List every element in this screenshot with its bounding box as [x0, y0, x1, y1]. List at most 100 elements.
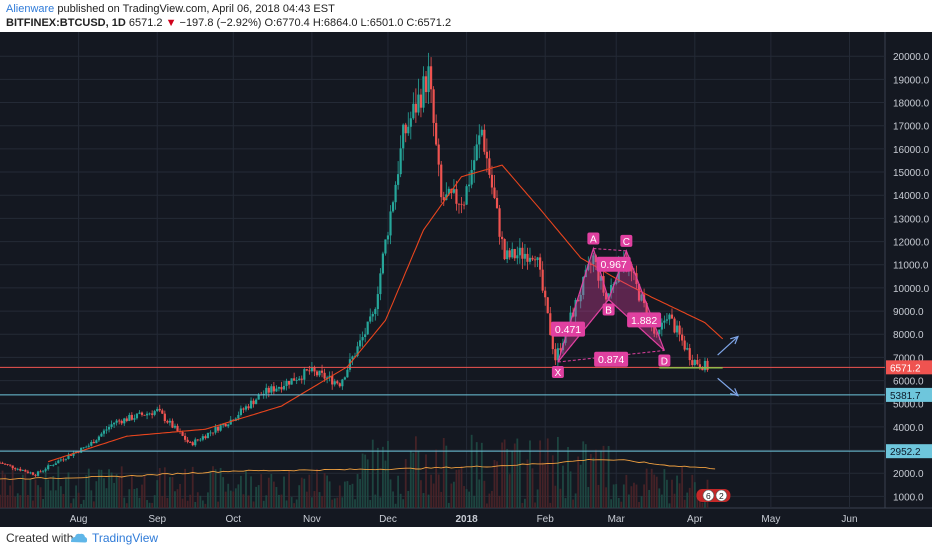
volume-bar: [397, 475, 400, 508]
volume-bar: [252, 501, 255, 508]
volume-bar: [214, 469, 217, 508]
candle-body: [341, 379, 344, 387]
candle-body: [556, 348, 559, 361]
volume-bar: [224, 491, 227, 508]
volume-bar: [128, 489, 131, 508]
tradingview-brand[interactable]: TradingView: [92, 531, 159, 545]
volume-bar: [34, 479, 37, 508]
candle-body: [80, 447, 83, 453]
candle-body: [110, 424, 113, 427]
arrow-head-icon: [730, 388, 739, 397]
volume-bar: [283, 476, 285, 508]
candle-body: [153, 411, 156, 415]
candle-body: [478, 135, 481, 145]
volume-bar: [633, 482, 635, 508]
volume-bar: [402, 499, 405, 508]
volume-bar: [437, 474, 440, 508]
candle-body: [186, 439, 189, 442]
author-link[interactable]: Alienware: [6, 3, 55, 15]
volume-bar: [108, 469, 110, 508]
candle-body: [379, 273, 382, 295]
volume-bar: [610, 499, 613, 508]
volume-bar: [602, 445, 605, 508]
event-badge: [702, 489, 715, 502]
price-chart[interactable]: 1000.02000.03000.04000.05000.06000.07000…: [0, 32, 932, 527]
volume-bar: [544, 463, 547, 508]
volume-bar: [130, 475, 133, 508]
volume-bar: [592, 457, 595, 508]
volume-bar: [158, 468, 161, 508]
candle-body: [184, 435, 187, 440]
candle-body: [637, 284, 641, 301]
volume-bar: [521, 502, 524, 508]
ratio-label-box: [627, 312, 662, 328]
volume-bar: [382, 446, 384, 508]
volume-bar: [166, 497, 169, 508]
volume-bar: [364, 454, 367, 508]
chart-area[interactable]: 1000.02000.03000.04000.05000.06000.07000…: [0, 32, 932, 527]
candle-body: [432, 89, 435, 123]
volume-bar: [387, 440, 389, 508]
volume-bar: [199, 495, 202, 508]
candle-body: [310, 367, 314, 372]
candle-body: [59, 459, 62, 461]
y-tick-label: 19000.0: [893, 75, 930, 86]
candle-body: [156, 408, 159, 412]
volume-bar: [42, 498, 45, 508]
candle-body: [158, 408, 161, 411]
candle-body: [447, 188, 450, 195]
candle-body: [670, 314, 674, 319]
candle-body: [171, 420, 174, 428]
volume-bar: [161, 496, 164, 508]
candle-body: [173, 425, 177, 428]
price-label: 6571.2: [890, 363, 921, 374]
volume-bar: [493, 460, 496, 508]
candle-body: [587, 264, 590, 270]
pattern-point-marker: [587, 232, 600, 245]
volume-bar: [19, 495, 22, 508]
x-tick-label: Mar: [608, 514, 626, 525]
candle-body: [528, 257, 532, 262]
y-tick-label: 17000.0: [893, 122, 930, 133]
candle-body: [397, 174, 400, 185]
volume-bar: [668, 503, 671, 508]
volume-bar: [404, 459, 407, 508]
candle-body: [247, 406, 250, 409]
x-tick-label: Apr: [687, 514, 703, 525]
volume-bar: [59, 486, 62, 508]
volume-bar: [503, 439, 506, 508]
candle-body: [353, 355, 357, 357]
candle-body: [237, 414, 240, 419]
volume-bar: [463, 486, 465, 508]
candle-body: [386, 235, 390, 240]
volume-bar: [498, 495, 501, 508]
candle-body: [196, 439, 199, 441]
volume-bar: [209, 470, 212, 508]
candle-body: [275, 388, 278, 392]
last-price: 6571.2: [128, 17, 163, 29]
y-tick-label: 4000.0: [893, 423, 924, 434]
candle-body: [579, 295, 582, 302]
volume-bar: [110, 472, 113, 508]
volume-bar: [688, 487, 691, 508]
candle-body: [130, 414, 133, 420]
candle-body: [356, 346, 359, 356]
volume-bar: [546, 438, 549, 508]
candle-body: [113, 422, 116, 425]
y-tick-label: 11000.0: [893, 261, 929, 272]
candle-body: [252, 400, 255, 405]
volume-bar: [290, 497, 293, 508]
volume-bar: [513, 443, 516, 508]
candle-body: [490, 174, 494, 188]
candle-body: [308, 370, 311, 372]
event-badge-label: 2: [719, 491, 724, 501]
volume-bar: [57, 466, 60, 508]
volume-bar: [430, 474, 432, 508]
candle-body: [493, 187, 496, 198]
chart-footer: Created with TradingView: [0, 527, 932, 550]
volume-bar: [191, 466, 194, 508]
volume-bar: [612, 484, 615, 508]
volume-bar: [168, 477, 171, 508]
candle-body: [338, 383, 341, 387]
volume-bar: [691, 474, 694, 508]
